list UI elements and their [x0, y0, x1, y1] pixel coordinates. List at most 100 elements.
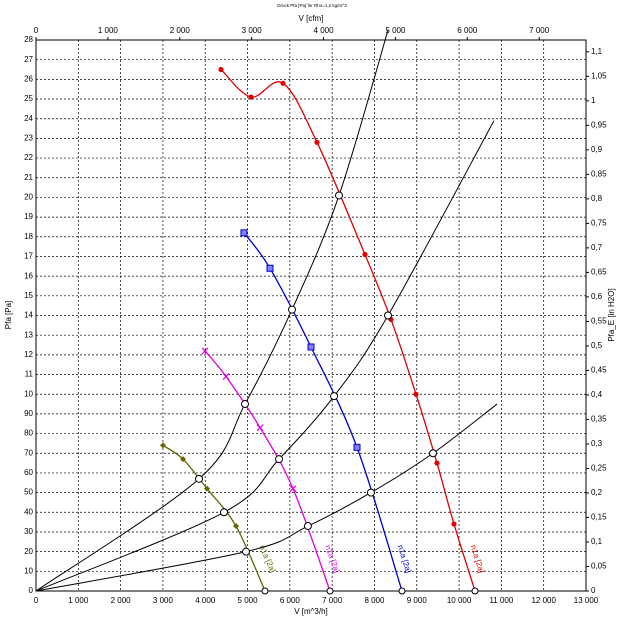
- system-curve: [35, 30, 389, 592]
- x-tick-label: 10 000: [447, 596, 472, 605]
- x-tick-label: 13 000: [574, 596, 599, 605]
- y-tick-label: 14: [24, 311, 33, 320]
- y-tick-label: 15: [24, 291, 33, 300]
- fan-curve: [162, 444, 266, 592]
- fan-curve: [204, 350, 331, 592]
- y2-tick-label: 0,1: [591, 537, 603, 546]
- y-tick-label: 40: [24, 507, 33, 516]
- operating-point: [330, 392, 339, 401]
- x-tick-label: 1 000: [68, 596, 89, 605]
- y2-tick-label: 0,55: [591, 317, 607, 326]
- y-axis-title: Pfa [Pa]: [4, 301, 13, 329]
- marker: [434, 460, 440, 466]
- operating-point: [275, 455, 284, 464]
- marker: [289, 485, 297, 493]
- y-tick-label: 28: [24, 35, 33, 44]
- marker: [314, 139, 320, 145]
- y-tick-label: 22: [24, 153, 33, 162]
- y2-tick-label: 0,65: [591, 267, 607, 276]
- operating-point: [241, 547, 250, 556]
- x-tick-label: 6 000: [280, 596, 301, 605]
- y2-tick-label: 1: [591, 96, 596, 105]
- y2-tick-label: 0,15: [591, 513, 607, 522]
- x2-tick-label: 0: [34, 26, 39, 35]
- operating-point: [366, 488, 375, 497]
- end-point: [471, 587, 479, 595]
- marker: [256, 424, 264, 432]
- operating-point: [384, 311, 392, 320]
- y2-tick-label: 0: [591, 586, 596, 595]
- y2-tick-label: 0,45: [591, 366, 607, 375]
- y-tick-label: 13: [24, 330, 33, 339]
- system-curve: [35, 120, 495, 592]
- y2-tick-label: 0,8: [591, 194, 603, 203]
- y-tick-label: 12: [24, 350, 33, 359]
- x-tick-label: 3 000: [153, 596, 174, 605]
- marker: [218, 66, 224, 73]
- marker: [451, 521, 457, 527]
- y2-tick-label: 0,6: [591, 292, 603, 301]
- x-tick-label: 12 000: [531, 596, 556, 605]
- y-tick-label: 19: [24, 212, 33, 221]
- y-tick-label: 20: [24, 547, 33, 556]
- end-point: [398, 587, 406, 595]
- x-tick-label: 9 000: [407, 596, 428, 605]
- end-point: [326, 587, 334, 595]
- marker: [266, 264, 274, 272]
- y-tick-label: 50: [24, 488, 33, 497]
- marker: [248, 94, 254, 100]
- marker: [413, 391, 419, 397]
- y-tick-label: 23: [24, 134, 33, 143]
- y-tick-label: 17: [24, 252, 33, 261]
- y-tick-label: 24: [24, 114, 33, 123]
- x-tick-label: 5 000: [238, 596, 259, 605]
- marker: [222, 373, 230, 380]
- y-tick-label: 70: [24, 448, 33, 457]
- plot-frame: [35, 39, 587, 592]
- operating-point: [429, 449, 438, 458]
- chart-title: Druck Pfa [Pa] für Rho=1,2 kg/m^3: [277, 3, 347, 8]
- y2-tick-label: 1,05: [591, 71, 607, 80]
- end-point: [261, 587, 269, 595]
- x-tick-label: 0: [34, 596, 39, 605]
- y2-axis-title: Pfa_E [in H2O]: [607, 288, 616, 341]
- y-tick-label: 26: [24, 74, 33, 83]
- y-tick-label: 25: [24, 94, 33, 103]
- y-tick-label: 10: [24, 566, 33, 575]
- x2-tick-label: 5 000: [385, 26, 406, 35]
- x2-tick-label: 6 000: [457, 26, 478, 35]
- x-axis-title: V [m^3/h]: [294, 607, 328, 616]
- x2-tick-label: 1 000: [98, 26, 119, 35]
- x2-axis-title: V [cfm]: [299, 14, 324, 23]
- y-tick-label: 90: [24, 409, 33, 418]
- marker: [240, 229, 248, 237]
- y-tick-label: 20: [24, 193, 33, 202]
- marker: [353, 443, 361, 451]
- y2-tick-label: 0,85: [591, 169, 607, 178]
- x2-tick-label: 4 000: [314, 26, 335, 35]
- x-tick-label: 4 000: [195, 596, 216, 605]
- y2-tick-label: 0,75: [591, 218, 607, 227]
- y-tick-label: 30: [24, 527, 33, 536]
- operating-point: [288, 305, 297, 314]
- marker: [204, 485, 211, 492]
- curve-label: n1a [2a]: [396, 544, 413, 574]
- x-tick-label: 11 000: [489, 596, 513, 605]
- y-tick-label: 11: [25, 370, 34, 379]
- x-tick-label: 2 000: [111, 596, 132, 605]
- operating-point: [303, 522, 312, 531]
- marker: [232, 523, 239, 530]
- y-tick-label: 21: [24, 173, 33, 182]
- y-tick-label: 80: [24, 429, 33, 438]
- y2-tick-label: 0,7: [591, 243, 603, 252]
- marker: [280, 80, 286, 86]
- x-tick-label: 7 000: [322, 596, 343, 605]
- y-tick-label: 18: [24, 232, 33, 241]
- y2-tick-label: 0,25: [591, 464, 607, 473]
- y2-tick-label: 0,05: [591, 562, 607, 571]
- fan-curve: [220, 69, 476, 592]
- y2-tick-label: 0,35: [591, 415, 607, 424]
- x2-tick-label: 3 000: [242, 26, 263, 35]
- y-tick-label: 27: [24, 55, 33, 64]
